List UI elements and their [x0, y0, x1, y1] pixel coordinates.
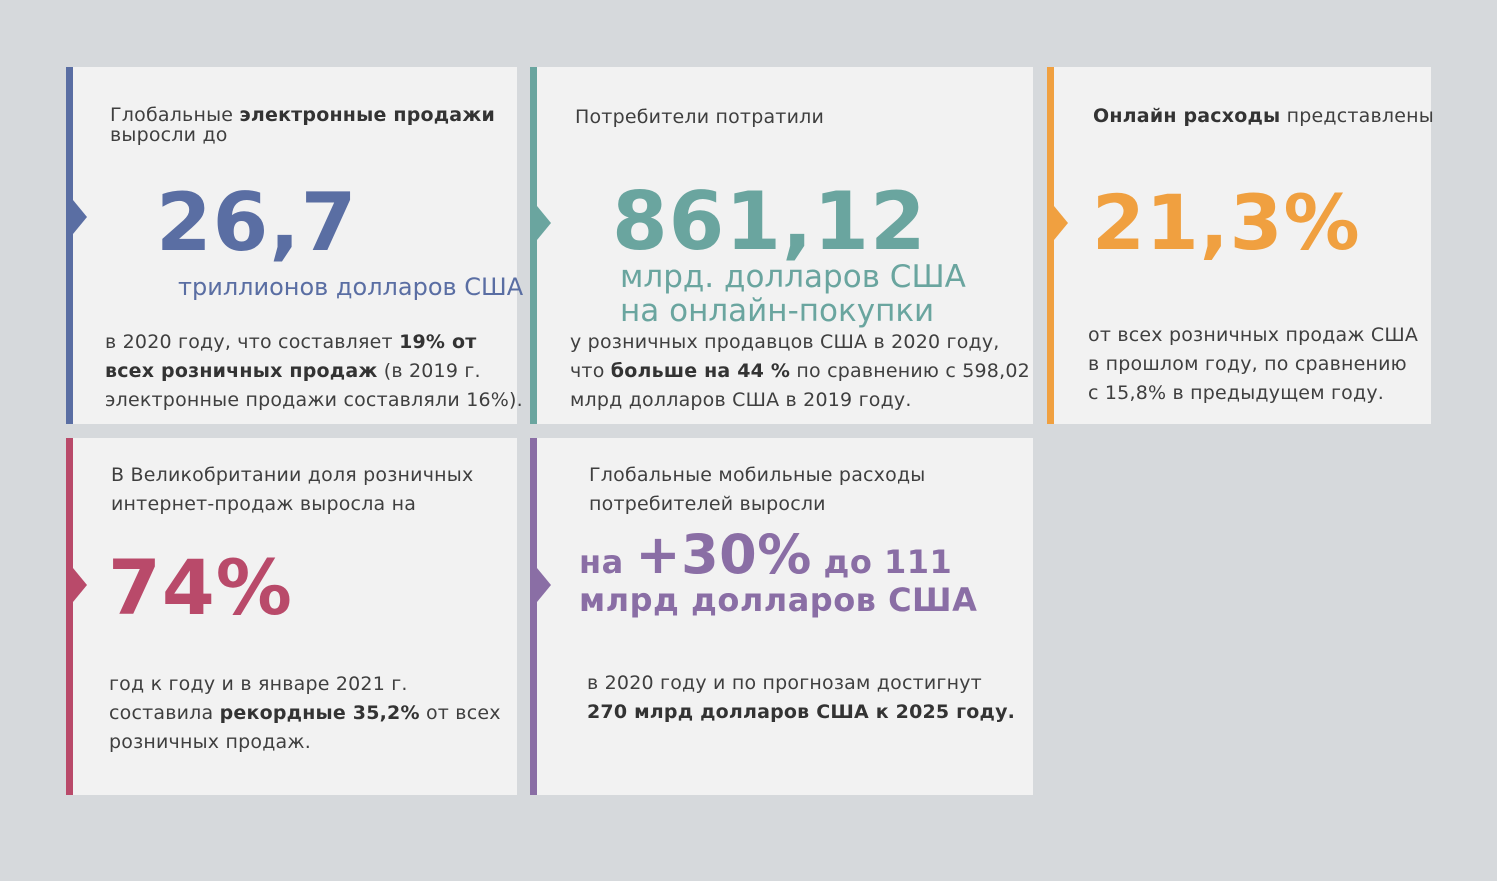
body-text: от всех	[419, 702, 501, 724]
big-stat-prefix: на	[579, 543, 636, 581]
unit-line: на онлайн-покупки	[620, 293, 935, 329]
heading-text: представлены	[1280, 105, 1434, 127]
card-arrow-marker	[73, 568, 87, 602]
big-stat-value: 74%	[108, 543, 293, 632]
heading-text: интернет-продаж выросла на	[111, 493, 417, 515]
card-accent-bar	[530, 438, 537, 795]
card-body: от всех розничных продаж США в прошлом г…	[1088, 321, 1418, 408]
stat-card-uk-share: В Великобритании доля розничных интернет…	[66, 438, 517, 795]
card-heading: В Великобритании доля розничных интернет…	[111, 461, 473, 519]
card-arrow-marker	[537, 568, 551, 602]
card-accent-bar	[66, 67, 73, 424]
big-stat-value: +30%	[635, 523, 812, 586]
stat-card-global-ecommerce: Глобальные электронные продажи выросли д…	[66, 67, 523, 424]
body-text: у розничных продавцов США в 2020 году,	[570, 331, 1000, 353]
card-body: в 2020 году, что составляет 19% от всех …	[105, 328, 523, 415]
body-text: млрд долларов США в 2019 году.	[570, 389, 912, 411]
heading-text: Глобальные мобильные расходы	[589, 464, 926, 486]
body-text: что	[570, 360, 611, 382]
big-stat-suffix: до 111	[811, 543, 953, 581]
big-stat-line: на +30% до 111	[579, 520, 952, 603]
card-heading: Онлайн расходы представлены	[1093, 102, 1434, 131]
heading-text: потребителей выросли	[589, 493, 826, 515]
card-arrow-marker	[73, 200, 87, 234]
stat-card-us-consumers: Потребители потратили 861,12 млрд. долла…	[530, 67, 1033, 424]
card-arrow-marker	[537, 206, 551, 240]
unit-line: млрд. долларов США	[620, 259, 966, 295]
card-body: в 2020 году и по прогнозам достигнут 270…	[587, 669, 1015, 727]
big-stat-line2: млрд долларов США	[579, 581, 978, 619]
card-accent-bar	[1047, 67, 1054, 424]
card-arrow-marker	[1054, 206, 1068, 240]
body-text: год к году и в январе 2021 г.	[109, 673, 408, 695]
body-bold: всех розничных продаж	[105, 360, 378, 382]
card-accent-bar	[66, 438, 73, 795]
card-heading: Потребители потратили	[575, 106, 825, 128]
body-text: от всех розничных продаж США	[1088, 324, 1419, 346]
body-bold: 270 млрд долларов США к 2025 году.	[587, 701, 1016, 723]
body-bold: 19% от	[399, 331, 477, 353]
card-accent-bar	[530, 67, 537, 424]
big-stat-value: 26,7	[156, 176, 358, 269]
body-bold: больше на 44 %	[610, 360, 791, 382]
stat-unit: триллионов долларов США	[178, 273, 524, 301]
body-bold: рекордные 35,2%	[219, 702, 420, 724]
heading-text: Глобальные	[110, 104, 240, 126]
body-text: в 2020 году и по прогнозам достигнут	[587, 672, 982, 694]
card-heading: Глобальные мобильные расходы потребителе…	[589, 461, 926, 519]
heading-text: В Великобритании доля розничных	[111, 464, 474, 486]
body-text: электронные продажи составляли 16%).	[105, 389, 523, 411]
stat-unit: млрд. долларов США на онлайн-покупки	[620, 260, 966, 328]
card-body: у розничных продавцов США в 2020 году, ч…	[570, 328, 1030, 415]
card-heading: Глобальные электронные продажи выросли д…	[110, 105, 495, 145]
body-text: (в 2019 г.	[377, 360, 481, 382]
body-text: розничных продаж.	[109, 731, 311, 753]
big-stat-value: 21,3%	[1092, 178, 1361, 267]
body-text: с 15,8% в предыдущем году.	[1088, 382, 1384, 404]
stat-card-mobile-spending: Глобальные мобильные расходы потребителе…	[530, 438, 1033, 795]
stat-card-online-spending: Онлайн расходы представлены 21,3% от все…	[1047, 67, 1434, 424]
heading-bold: электронные продажи	[239, 104, 495, 126]
heading-line2: выросли до	[110, 124, 228, 146]
big-stat-value: 861,12	[612, 175, 927, 268]
body-text: в прошлом году, по сравнению	[1088, 353, 1407, 375]
card-body: год к году и в январе 2021 г. составила …	[109, 670, 501, 757]
body-text: в 2020 году, что составляет	[105, 331, 400, 353]
body-text: составила	[109, 702, 220, 724]
heading-bold: Онлайн расходы	[1093, 105, 1281, 127]
body-text: по сравнению с 598,02	[790, 360, 1030, 382]
